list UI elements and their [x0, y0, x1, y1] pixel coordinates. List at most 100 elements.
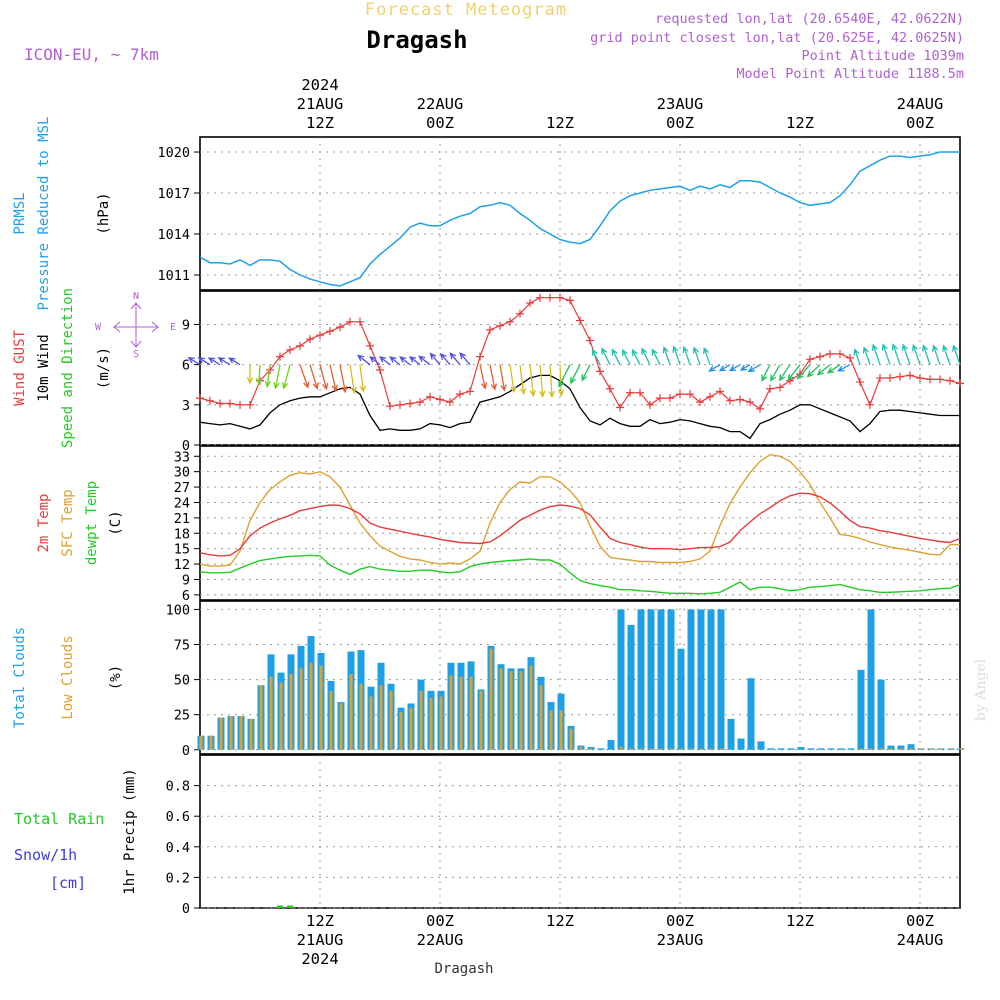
wind-gust-marker — [366, 341, 374, 350]
wind-gust-marker — [836, 349, 844, 358]
wind-frame — [199, 290, 961, 446]
temperature-side-label: dewpt Temp — [84, 481, 100, 565]
wind-gust-marker — [776, 383, 784, 392]
wind-direction-arrow — [499, 364, 507, 392]
wind-speed-line — [199, 374, 960, 440]
wind-gust-marker — [386, 402, 394, 411]
wind-direction-arrow — [952, 344, 961, 365]
cloud-low-bar — [949, 748, 953, 750]
wind-direction-arrow — [942, 344, 951, 365]
wind-direction-arrow — [558, 364, 571, 388]
cloud-low-bar — [689, 748, 693, 750]
cloud-total-bar — [767, 748, 775, 750]
info-line-grid: grid point closest lon,lat (20.625E, 42.… — [590, 30, 964, 46]
wind-gust-marker — [806, 355, 814, 364]
precip-ytick-label: 0.8 — [166, 779, 190, 795]
cloud-low-bar — [389, 690, 393, 750]
wind-gust-marker — [206, 396, 214, 405]
pressure-line — [199, 151, 960, 287]
cloud-low-bar — [959, 748, 963, 750]
cloud-low-bar — [529, 665, 533, 750]
info-line-requested: requested lon,lat (20.6540E, 42.0622N) — [655, 11, 964, 27]
wind-direction-arrow — [837, 364, 851, 372]
cloud-low-bar — [309, 662, 313, 750]
wind-direction-arrow — [570, 364, 581, 385]
cloud-low-bar — [449, 675, 453, 750]
wind-gust-marker — [596, 367, 604, 376]
precip-ytick-label: 0.4 — [166, 840, 190, 856]
wind-gust-marker — [216, 399, 224, 408]
time-label: 23AUG — [657, 931, 704, 949]
precip-label-unit: [cm] — [50, 874, 86, 892]
wind-direction-arrow — [349, 364, 357, 395]
time-label: 12Z — [546, 114, 574, 132]
cloud-total-bar — [787, 748, 795, 750]
wind-direction-arrow — [359, 364, 366, 393]
wind-direction-arrow — [408, 356, 421, 366]
precip-rain-bar — [287, 905, 293, 908]
panel-wind: 0 3 6 9 — [182, 290, 964, 454]
pressure-frame — [199, 136, 961, 291]
cloud-low-bar — [559, 710, 563, 750]
cloud-low-bar — [509, 671, 513, 750]
wind-direction-arrow — [449, 352, 461, 366]
wind-direction-arrow — [207, 357, 221, 366]
time-label: 00Z — [666, 114, 694, 132]
footer-location: Dragash — [434, 961, 493, 977]
precip-frame — [199, 754, 961, 909]
wind-direction-arrow — [197, 357, 211, 366]
wind-direction-arrow — [329, 364, 338, 392]
temperature-ytick-label: 24 — [174, 495, 190, 511]
wind-gust-marker — [696, 398, 704, 407]
cloud-low-bar — [199, 735, 203, 750]
wind-gust-marker — [566, 296, 574, 305]
wind-gust-marker — [706, 392, 714, 401]
cloud-low-bar — [219, 717, 223, 750]
wind-gust-marker — [946, 376, 954, 385]
pressure-side-label: Pressure Reduced to MSL — [36, 117, 52, 311]
wind-gust-marker — [746, 398, 754, 407]
time-label: 22AUG — [417, 931, 464, 949]
precip-label-rain: Total Rain — [14, 810, 104, 828]
cloud-low-bar — [859, 748, 863, 750]
compass-west: W — [95, 322, 102, 333]
wind-gust-marker — [576, 316, 584, 325]
info-line-point-altitude: Point Altitude 1039m — [801, 48, 964, 64]
wind-gust-marker — [646, 400, 654, 409]
cloud-total-bar — [897, 745, 905, 750]
wind-direction-arrow — [418, 355, 431, 366]
cloud-low-bar — [709, 748, 713, 750]
chart-title: Dragash — [366, 26, 467, 54]
temperature-ytick-label: 21 — [174, 511, 190, 527]
wind-direction-arrow — [932, 344, 941, 365]
time-label: 2024 — [301, 950, 338, 968]
cloud-total-bar — [887, 745, 895, 750]
panel-labels: PRMSL Pressure Reduced to MSL (hPa) Wind GU… — [12, 117, 138, 895]
wind-gust-marker — [616, 403, 624, 412]
time-label: 24AUG — [897, 931, 944, 949]
wind-direction-arrow — [708, 364, 721, 372]
wind-direction-arrow — [891, 343, 901, 365]
time-label: 23AUG — [657, 95, 704, 113]
cloud-low-bar — [359, 683, 363, 750]
wind-direction-arrow — [871, 343, 881, 365]
cloud-total-bar — [657, 609, 665, 750]
wind-direction-arrow — [739, 364, 751, 371]
wind-gust-marker — [716, 387, 724, 396]
cloud-total-bar — [717, 609, 725, 750]
cloud-total-bar — [617, 609, 625, 750]
wind-gust-marker — [626, 388, 634, 397]
wind-direction-arrow — [539, 364, 546, 398]
wind-direction-arrow — [922, 344, 931, 365]
wind-gust-marker — [326, 327, 334, 336]
cloud-low-bar — [719, 748, 723, 750]
wind-side-label: Wind GUST — [12, 330, 28, 406]
cloud-total-bar — [667, 609, 675, 750]
cloud-low-bar — [929, 748, 933, 750]
wind-gust-marker — [546, 293, 554, 302]
wind-direction-arrow — [339, 364, 348, 394]
wind-direction-arrow — [479, 364, 488, 390]
